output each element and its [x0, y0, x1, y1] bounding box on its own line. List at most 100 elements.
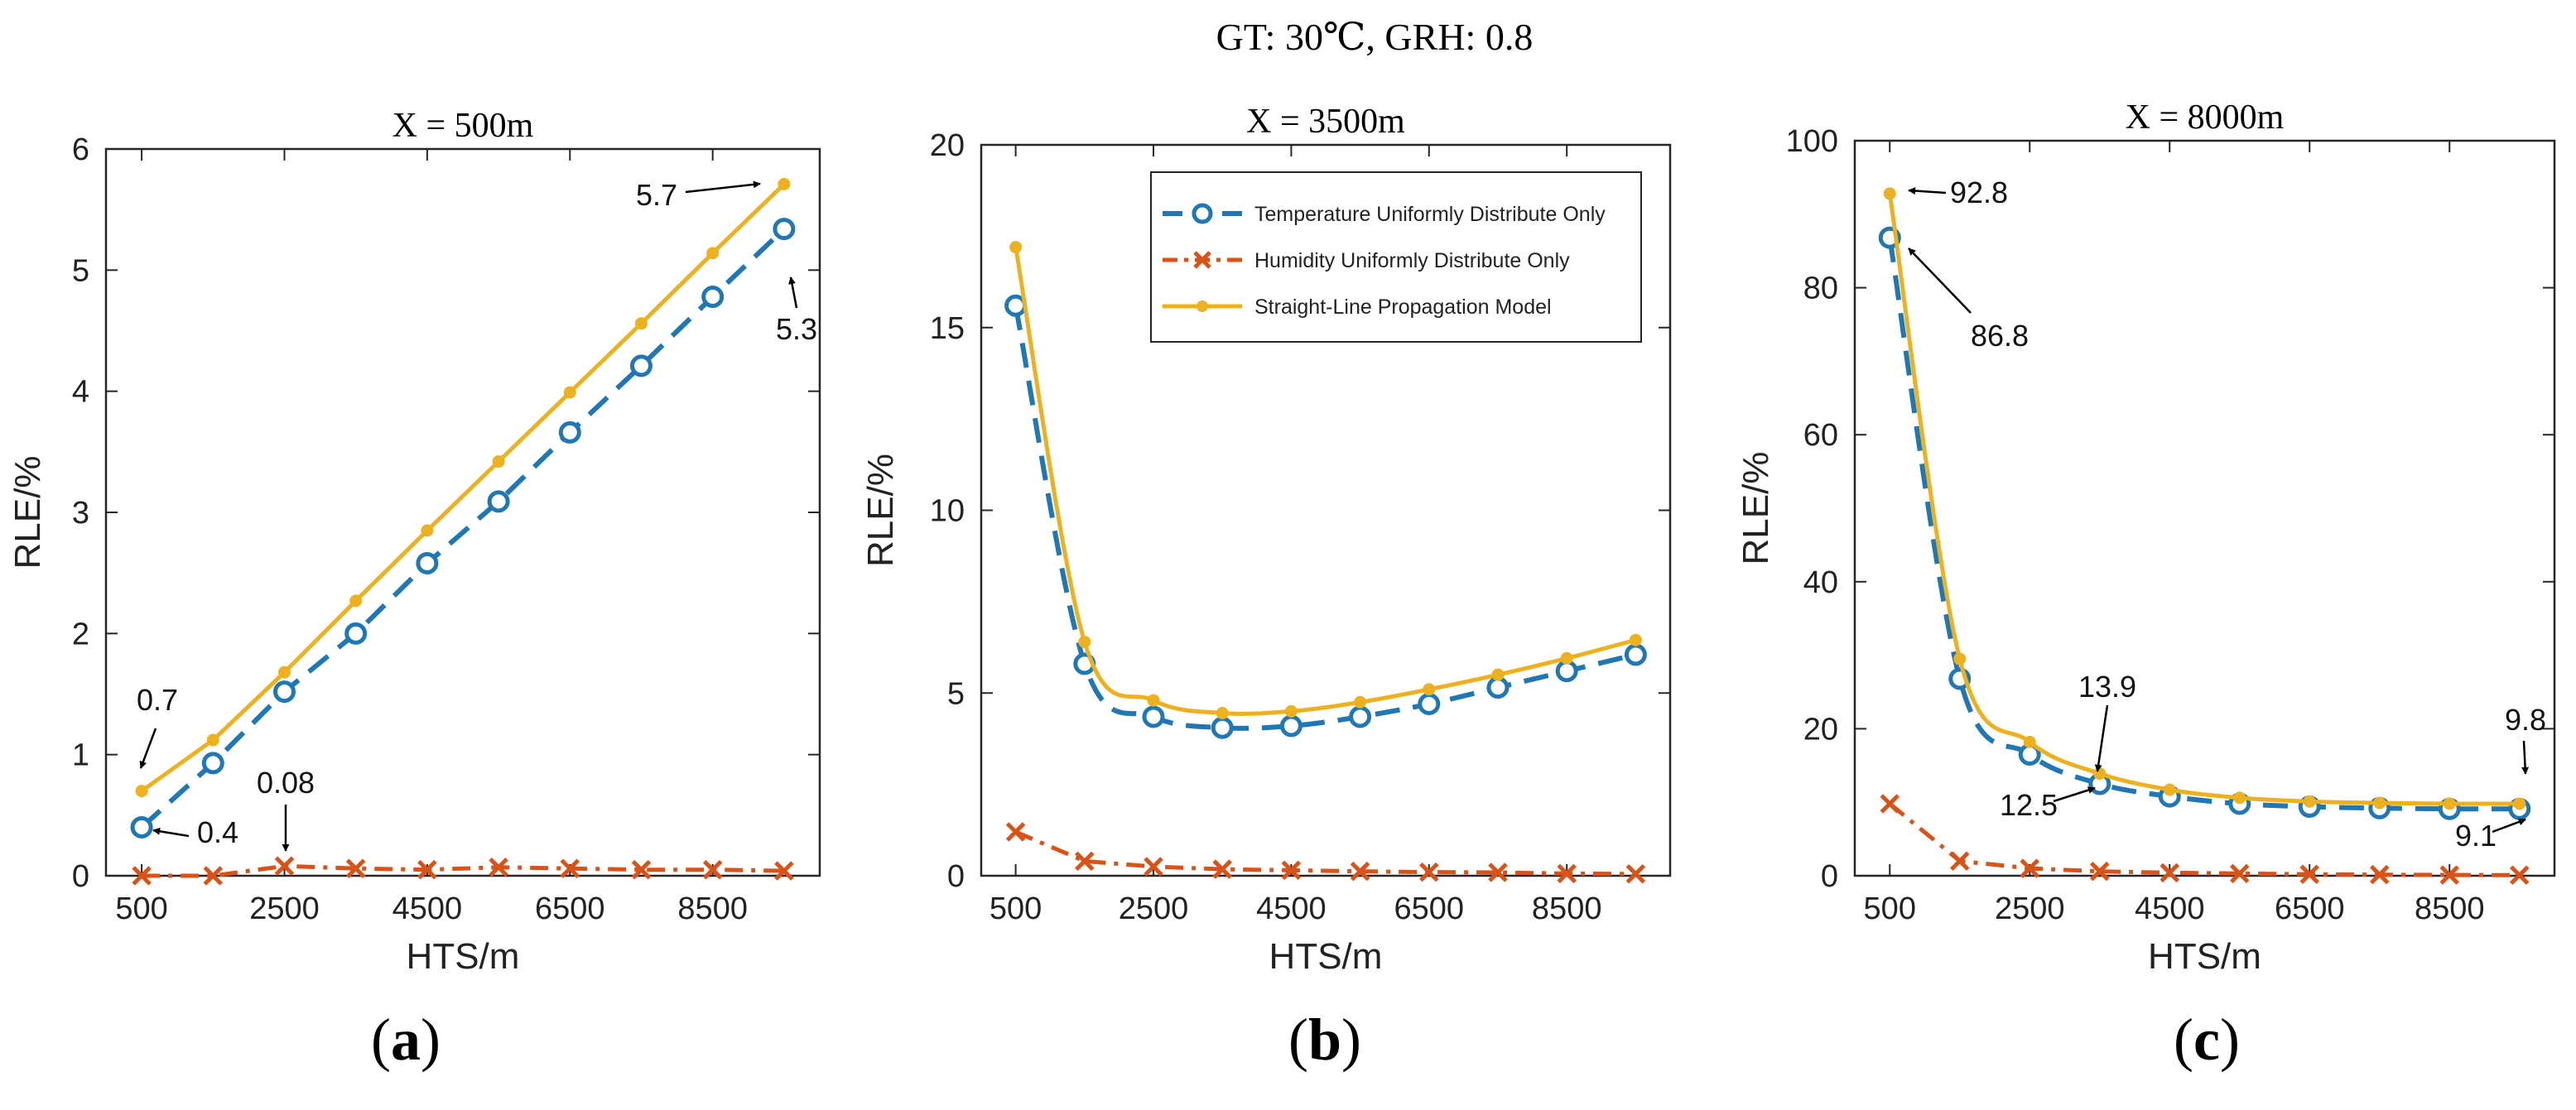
chart-panel-c: 500 2500 4500 6500 8500 0 20 40 60 80 100 HTS/m RLE/… — [1736, 99, 2556, 1073]
data-point-straight — [2163, 783, 2176, 796]
annotation-arrow — [1908, 187, 1947, 195]
data-point-humidity — [1949, 851, 1970, 872]
annotation-label: 0.7 — [137, 683, 178, 717]
figure-suptitle: GT: 30℃, GRH: 0.8 — [1216, 16, 1534, 58]
data-point-temperature — [630, 354, 652, 377]
y-tick-label: 5 — [947, 676, 965, 711]
series-line-straight — [1014, 247, 1637, 716]
data-point-straight — [2373, 796, 2386, 810]
legend-box — [1150, 171, 1642, 343]
y-tick-label: 0 — [1821, 859, 1838, 894]
y-tick-label: 60 — [1803, 418, 1838, 453]
x-tick-label: 500 — [1864, 891, 1916, 926]
data-point-straight — [1953, 652, 1967, 666]
panel-label-close: ) — [421, 1007, 441, 1073]
annotation-label: 5.7 — [636, 178, 677, 212]
panel-label-letter: c — [2193, 1007, 2220, 1073]
annotation-label: 9.1 — [2455, 819, 2497, 853]
series-line-straight — [140, 182, 786, 793]
data-point-straight — [278, 666, 291, 679]
annotation-label: 12.5 — [2000, 788, 2058, 822]
panel-label-open: ( — [371, 1007, 391, 1073]
annotation-label: 9.8 — [2505, 703, 2546, 737]
series-line-straight — [1887, 193, 2520, 806]
x-tick-label: 2500 — [1119, 891, 1189, 926]
data-point-temperature — [1418, 692, 1441, 715]
data-point-straight — [492, 455, 505, 469]
data-point-humidity — [1212, 859, 1232, 879]
data-point-temperature — [1142, 705, 1165, 728]
data-point-straight — [778, 177, 791, 190]
y-tick-label: 80 — [1803, 271, 1838, 306]
panel-label: (c) — [2174, 1007, 2240, 1073]
annotation-label: 0.08 — [257, 766, 315, 800]
legend-label-straight: Straight-Line Propagation Model — [1254, 296, 1552, 319]
legend-label-temperature: Temperature Uniformly Distribute Only — [1254, 203, 1606, 226]
y-tick-label: 15 — [930, 311, 965, 346]
data-point-temperature — [558, 420, 581, 444]
series-line-humidity — [1888, 802, 2520, 877]
annotation-arrow — [2053, 786, 2096, 803]
x-tick-label: 2500 — [1995, 891, 2065, 926]
series-line-humidity — [142, 863, 784, 878]
data-point-humidity — [1144, 857, 1163, 877]
x-axis-label: HTS/m — [1269, 936, 1383, 977]
y-tick-label: 10 — [930, 494, 965, 529]
data-point-humidity — [417, 859, 437, 880]
data-point-humidity — [1075, 851, 1095, 872]
legend-marker-temperature — [1192, 203, 1213, 224]
series-line-temperature — [1887, 237, 2520, 812]
plot-area — [1853, 139, 2556, 877]
data-point-straight — [1078, 635, 1091, 648]
data-point-humidity — [203, 866, 224, 886]
legend-label-humidity: Humidity Uniformly Distribute Only — [1254, 249, 1570, 272]
x-tick-label: 8500 — [2415, 891, 2485, 926]
data-point-straight — [1423, 683, 1436, 696]
legend: Temperature Uniformly Distribute Only Hum… — [1150, 171, 1642, 343]
data-point-temperature — [130, 815, 153, 839]
x-tick-label: 4500 — [392, 891, 463, 926]
y-axis-label: RLE/% — [860, 454, 901, 567]
data-point-temperature — [273, 680, 296, 704]
data-point-temperature — [701, 286, 725, 309]
x-tick-label: 4500 — [1256, 891, 1327, 926]
y-axis-label: RLE/% — [1736, 452, 1776, 565]
data-point-straight — [2303, 795, 2316, 808]
data-point-straight — [1560, 651, 1573, 665]
y-tick-label: 0 — [947, 859, 965, 894]
panel-label-open: ( — [1288, 1007, 1308, 1073]
x-tick-label: 500 — [989, 891, 1042, 926]
data-point-humidity — [1625, 864, 1646, 884]
data-point-humidity — [560, 858, 580, 878]
data-point-temperature — [487, 490, 510, 513]
annotation-label: 0.4 — [197, 815, 238, 849]
chart-title: X = 8000m — [2126, 99, 2285, 137]
data-point-humidity — [2439, 865, 2460, 885]
data-point-humidity — [2020, 858, 2040, 878]
data-point-humidity — [1880, 794, 1900, 814]
data-point-straight — [635, 317, 648, 330]
data-point-temperature — [773, 218, 796, 241]
data-point-temperature — [1486, 676, 1509, 699]
annotation-arrow — [2521, 740, 2530, 775]
annotation-label: 5.3 — [776, 312, 817, 346]
series-line-temperature — [140, 227, 786, 829]
data-point-straight — [1354, 695, 1367, 709]
y-tick-label: 0 — [72, 859, 89, 894]
annotation-arrow — [685, 180, 761, 194]
data-point-humidity — [2229, 863, 2250, 884]
data-point-humidity — [132, 866, 152, 886]
data-point-humidity — [2089, 861, 2110, 882]
x-axis-label: HTS/m — [2148, 936, 2261, 977]
data-point-humidity — [1281, 860, 1302, 881]
panel-label-close: ) — [1341, 1007, 1361, 1073]
y-tick-label: 100 — [1786, 124, 1838, 159]
data-point-humidity — [1557, 863, 1577, 884]
series-line-humidity — [1014, 829, 1636, 877]
data-point-humidity — [702, 859, 723, 880]
annotation-label: 86.8 — [1971, 319, 2029, 353]
data-point-temperature — [1555, 660, 1578, 683]
data-point-straight — [349, 594, 363, 608]
panel-label-letter: b — [1308, 1007, 1341, 1073]
